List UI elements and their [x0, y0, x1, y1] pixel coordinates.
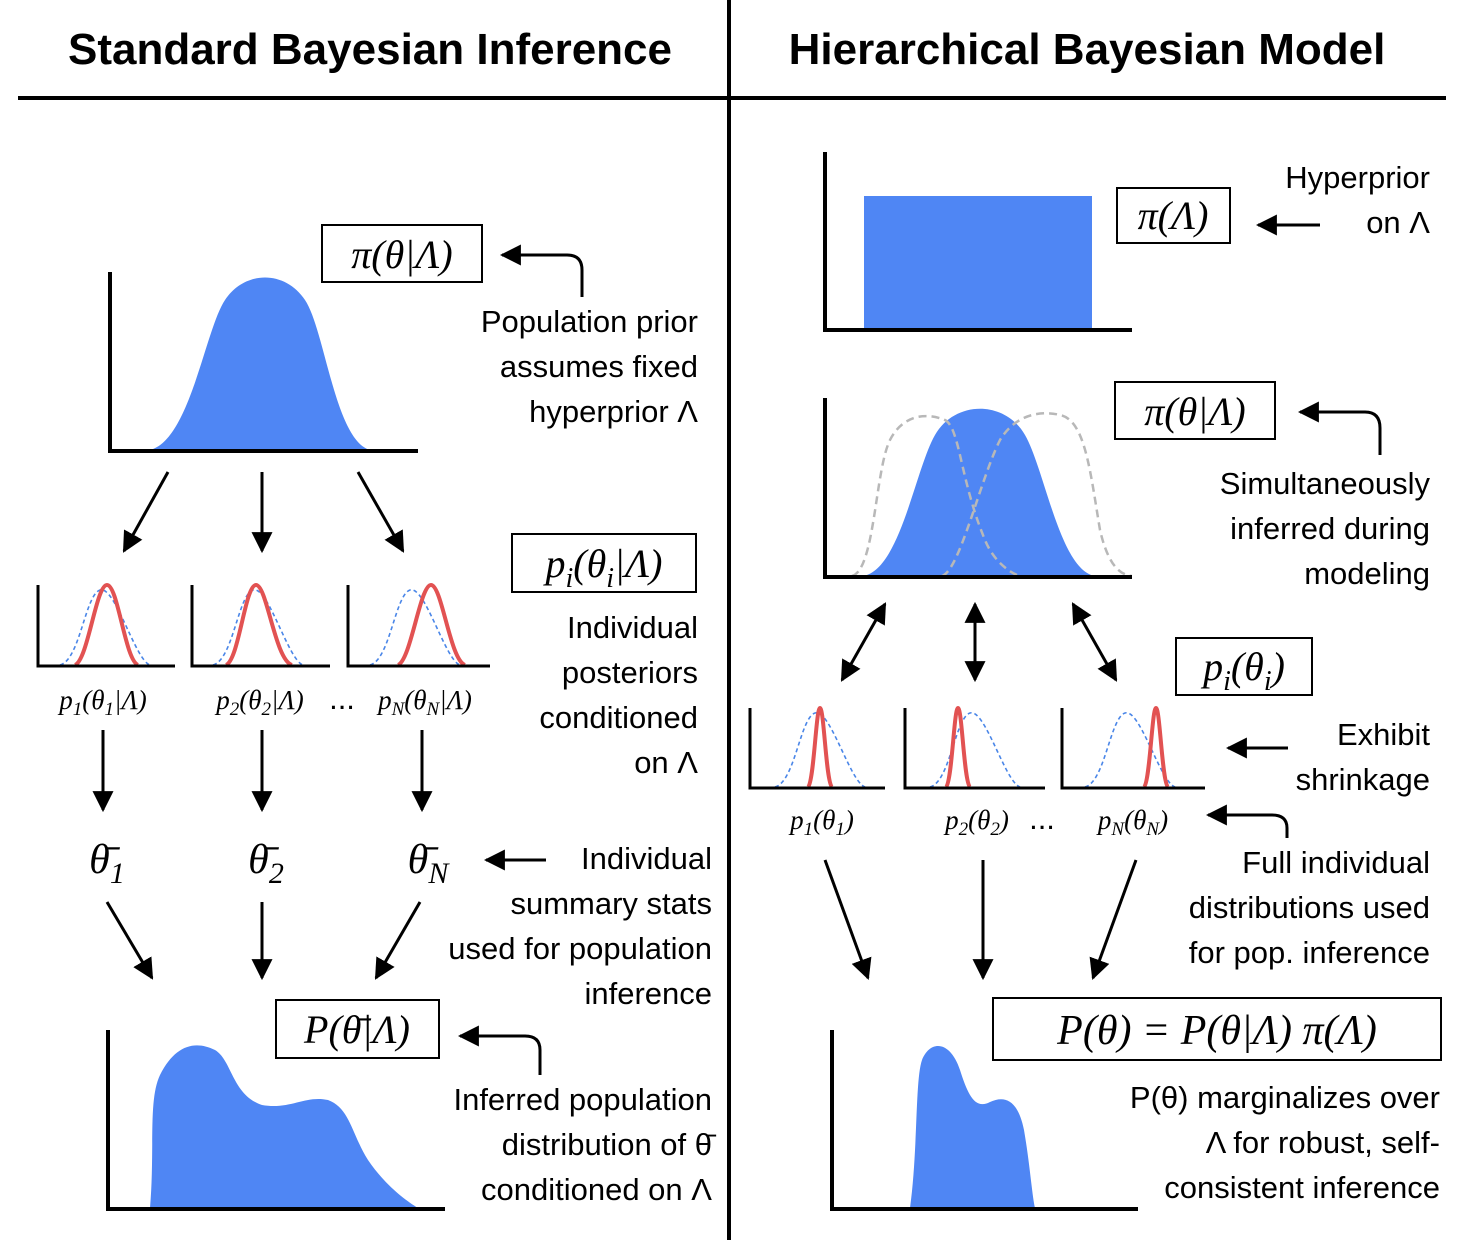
- right-prior-plot: [823, 398, 1133, 579]
- svg-text:Hyperprior: Hyperprior: [1285, 160, 1430, 195]
- right-hyperprior-plot: [823, 152, 1132, 332]
- svg-text:inference: inference: [584, 976, 712, 1011]
- svg-text:p1(θ1|Λ): p1(θ1|Λ): [57, 685, 147, 720]
- right-hyperprior-note: Hyperprior on Λ: [1285, 160, 1430, 240]
- svg-text:π(Λ): π(Λ): [1138, 193, 1209, 238]
- svg-text:distributions used: distributions used: [1189, 890, 1430, 925]
- right-population-plot: [830, 1030, 1138, 1211]
- svg-text:on Λ: on Λ: [634, 745, 698, 780]
- right-population-note: P(θ) marginalizes over Λ for robust, sel…: [1130, 1080, 1440, 1205]
- right-shrinkage-note: Exhibit shrinkage: [1296, 717, 1431, 797]
- left-summary-stats: θ̄1 θ̄2 θ̄N: [89, 837, 450, 890]
- svg-text:on Λ: on Λ: [1366, 205, 1430, 240]
- right-prior-formula: π(θ|Λ): [1114, 381, 1276, 440]
- right-posterior-plot-N: [1060, 705, 1205, 790]
- svg-text:Exhibit: Exhibit: [1337, 717, 1430, 752]
- right-full-dist-note: Full individual distributions used for p…: [1189, 845, 1430, 970]
- left-arrow-prior-to-pN: [356, 471, 405, 553]
- svg-text:p1(θ1): p1(θ1): [788, 805, 854, 840]
- svg-text:Λ for robust, self-: Λ for robust, self-: [1206, 1125, 1440, 1160]
- right-arrow-p1-to-pop: [823, 859, 872, 980]
- svg-text:summary stats: summary stats: [510, 886, 712, 921]
- svg-text:for pop. inference: for pop. inference: [1189, 935, 1430, 970]
- svg-text:distribution of θ̄: distribution of θ̄: [502, 1127, 717, 1162]
- svg-text:pN(θN|Λ): pN(θN|Λ): [376, 685, 472, 720]
- left-arrow-stat1-to-pop: [105, 901, 154, 980]
- svg-text:pi(θi|Λ): pi(θi|Λ): [542, 541, 662, 594]
- left-posterior-plot-2: [190, 582, 330, 668]
- svg-text:consistent inference: consistent inference: [1164, 1170, 1440, 1205]
- svg-text:inferred during: inferred during: [1230, 511, 1430, 546]
- svg-text:hyperprior Λ: hyperprior Λ: [529, 394, 698, 429]
- svg-text:conditioned: conditioned: [539, 700, 698, 735]
- right-population-formula: P(θ) = P(θ|Λ) π(Λ): [992, 997, 1442, 1061]
- left-posterior-note: Individual posteriors conditioned on Λ: [539, 610, 698, 780]
- right-arrow-prior-p1: [840, 602, 887, 682]
- svg-text:conditioned on Λ: conditioned on Λ: [481, 1172, 712, 1207]
- left-posterior-plot-1: [36, 582, 175, 668]
- svg-text:π(θ|Λ): π(θ|Λ): [1144, 389, 1245, 434]
- svg-text:p2(θ2): p2(θ2): [943, 805, 1009, 840]
- svg-text:π(θ|Λ): π(θ|Λ): [351, 232, 452, 277]
- svg-text:assumes fixed: assumes fixed: [500, 349, 698, 384]
- svg-text:used for population: used for population: [448, 931, 712, 966]
- svg-text:pi(θi): pi(θi): [1200, 644, 1285, 697]
- svg-text:modeling: modeling: [1304, 556, 1430, 591]
- right-posterior-plot-2: [903, 705, 1045, 790]
- left-prior-note: Population prior assumes fixed hyperprio…: [481, 304, 698, 429]
- left-prior-arrow: [499, 244, 584, 297]
- svg-text:Individual: Individual: [567, 610, 698, 645]
- svg-text:Simultaneously: Simultaneously: [1220, 466, 1431, 501]
- svg-text:posteriors: posteriors: [562, 655, 698, 690]
- right-arrow-pN-to-pop: [1089, 859, 1138, 980]
- right-prior-arrow: [1297, 401, 1382, 455]
- svg-text:P(θ̄|Λ): P(θ̄|Λ): [303, 1007, 410, 1052]
- svg-text:P(θ) marginalizes over: P(θ) marginalizes over: [1130, 1080, 1440, 1115]
- svg-text:θ̄1: θ̄1: [89, 837, 125, 890]
- left-population-arrow: [457, 1025, 542, 1075]
- svg-text:θ̄2: θ̄2: [248, 837, 284, 890]
- left-prior-plot: [108, 272, 418, 453]
- svg-text:shrinkage: shrinkage: [1296, 762, 1430, 797]
- svg-text:...: ...: [1029, 801, 1055, 836]
- svg-text:Population prior: Population prior: [481, 304, 698, 339]
- right-prior-note: Simultaneously inferred during modeling: [1220, 466, 1431, 591]
- right-posterior-formula: pi(θi): [1175, 637, 1313, 697]
- right-title: Hierarchical Bayesian Model: [789, 25, 1386, 74]
- left-population-note: Inferred population distribution of θ̄ c…: [453, 1082, 717, 1207]
- left-population-formula: P(θ̄|Λ): [275, 999, 440, 1059]
- svg-text:Inferred population: Inferred population: [453, 1082, 712, 1117]
- svg-text:Full individual: Full individual: [1242, 845, 1430, 880]
- right-posterior-plot-1: [748, 705, 885, 790]
- left-summary-note: Individual summary stats used for popula…: [448, 841, 712, 1011]
- left-title: Standard Bayesian Inference: [68, 25, 672, 74]
- svg-text:P(θ) = P(θ|Λ) π(Λ): P(θ) = P(θ|Λ) π(Λ): [1056, 1008, 1377, 1054]
- right-arrow-prior-pN: [1071, 602, 1118, 682]
- svg-text:θ̄N: θ̄N: [408, 837, 451, 890]
- right-hyperprior-formula: π(Λ): [1116, 187, 1231, 244]
- left-prior-formula: π(θ|Λ): [321, 224, 483, 283]
- left-arrow-statN-to-pop: [374, 901, 422, 980]
- left-posterior-labels: p1(θ1|Λ) p2(θ2|Λ) ... pN(θN|Λ): [57, 681, 472, 720]
- svg-text:pN(θN): pN(θN): [1096, 805, 1168, 840]
- left-arrow-prior-to-p1: [122, 471, 170, 553]
- svg-text:p2(θ2|Λ): p2(θ2|Λ): [214, 685, 304, 720]
- left-posterior-plot-N: [346, 582, 490, 668]
- left-posterior-formula: pi(θi|Λ): [511, 533, 697, 594]
- left-population-plot: [106, 1030, 445, 1211]
- right-posterior-labels: p1(θ1) p2(θ2) ... pN(θN): [788, 801, 1168, 840]
- svg-text:...: ...: [329, 681, 355, 716]
- right-full-dist-arrow: [1205, 804, 1289, 838]
- svg-text:Individual: Individual: [581, 841, 712, 876]
